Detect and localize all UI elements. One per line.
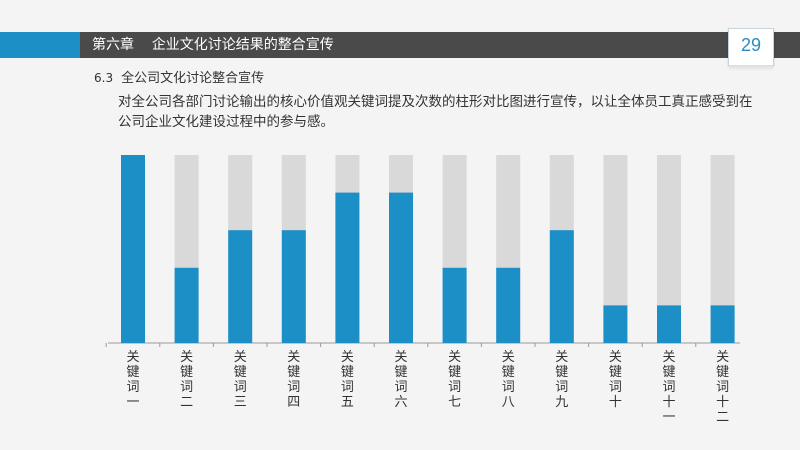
page-number-badge: 29	[728, 28, 774, 71]
bar	[335, 192, 360, 343]
header-accent	[0, 32, 80, 58]
section-title: 全公司文化讨论整合宣传	[121, 71, 265, 86]
bar	[657, 305, 681, 343]
category-label: 关键词九	[555, 350, 568, 410]
chapter-title: 企业文化讨论结果的整合宣传	[151, 37, 334, 53]
category-label: 关键词八	[502, 350, 515, 410]
category-label: 关键词一	[126, 350, 139, 410]
bar	[496, 267, 521, 343]
bar	[281, 230, 306, 343]
category-label: 关键词五	[341, 350, 354, 410]
bar	[442, 267, 467, 343]
description-text: 对全公司各部门讨论输出的核心价值观关键词提及次数的柱形对比图进行宣传，以让全体员…	[118, 94, 753, 130]
header-title: 第六章 企业文化讨论结果的整合宣传	[92, 34, 334, 56]
category-label: 关键词六	[394, 350, 407, 410]
bar	[603, 305, 628, 343]
category-label: 关键词二	[180, 350, 193, 410]
bar	[228, 230, 253, 343]
bar	[710, 305, 735, 343]
category-label: 关键词四	[287, 350, 300, 410]
bar	[174, 267, 199, 343]
section-number: 6.3	[94, 71, 114, 85]
category-label: 关键词七	[448, 350, 461, 410]
category-label: 关键词三	[234, 350, 247, 410]
page-badge-fold	[729, 65, 773, 71]
category-label: 关键词十二	[716, 350, 729, 425]
bar	[389, 192, 413, 343]
category-label: 关键词十一	[662, 350, 675, 425]
bar	[121, 155, 145, 343]
category-label: 关键词十	[609, 350, 622, 410]
section-heading: 6.3 全公司文化讨论整合宣传	[94, 67, 264, 86]
bar	[549, 230, 574, 343]
chapter-label: 第六章	[92, 37, 134, 53]
page-number: 29	[740, 35, 762, 55]
header-band	[0, 32, 800, 58]
